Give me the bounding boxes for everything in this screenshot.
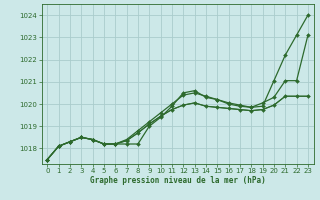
X-axis label: Graphe pression niveau de la mer (hPa): Graphe pression niveau de la mer (hPa) (90, 176, 266, 185)
